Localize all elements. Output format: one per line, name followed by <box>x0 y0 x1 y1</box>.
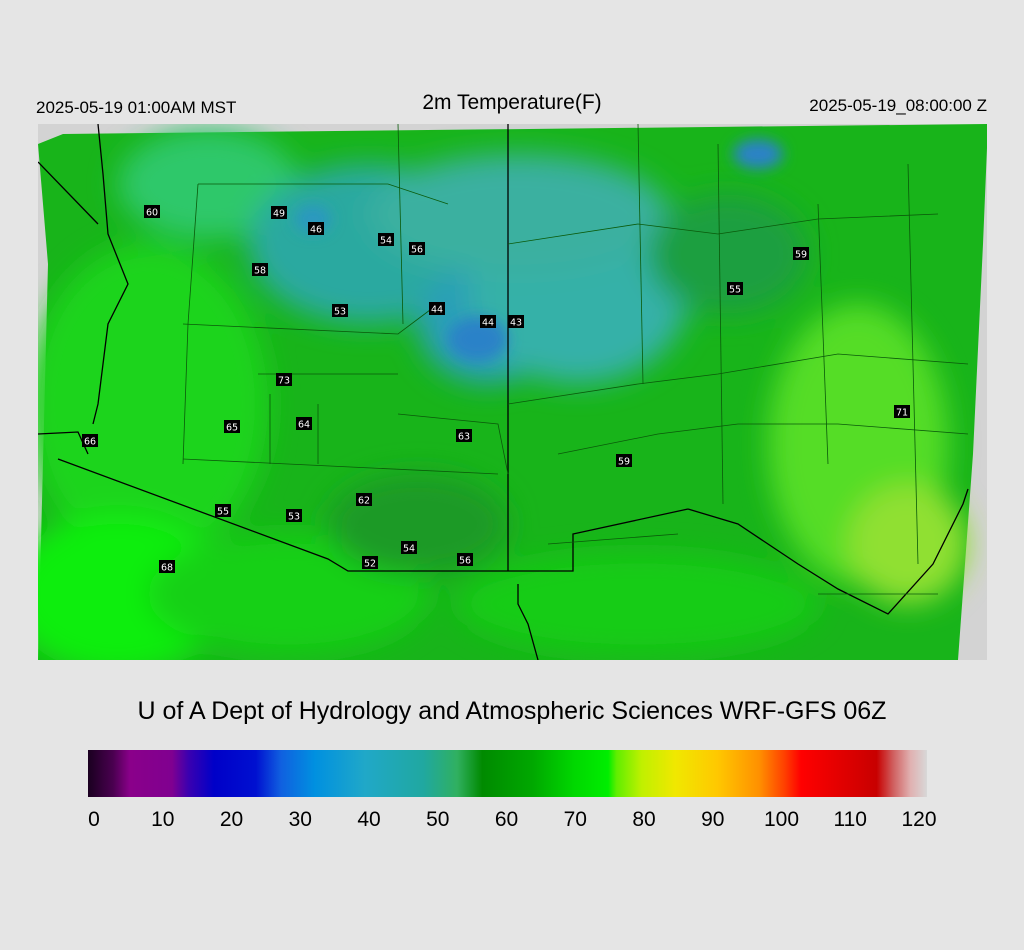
station-temperature: 65 <box>224 420 240 434</box>
station-temperature-value: 54 <box>403 544 415 555</box>
station-temperature-value: 44 <box>431 305 443 316</box>
colorbar-tick-label: 70 <box>563 808 587 831</box>
station-temperature: 59 <box>616 454 632 468</box>
temperature-map-canvas: 60 49 46 54 56 58 53 44 44 43 59 55 73 65 64 63 71 59 66 62… <box>8 123 988 674</box>
station-temperature: 55 <box>727 282 743 296</box>
station-temperature: 43 <box>508 315 524 329</box>
station-temperature-value: 68 <box>161 563 173 574</box>
station-temperature-value: 43 <box>510 318 522 329</box>
station-temperature-value: 54 <box>380 236 392 247</box>
station-temperature-value: 49 <box>273 209 285 220</box>
station-labels: 60 49 46 54 56 58 53 44 44 43 59 55 73 65 64 63 71 59 66 62… <box>82 205 910 574</box>
station-temperature: 53 <box>332 304 348 318</box>
station-temperature: 60 <box>144 205 160 219</box>
station-temperature: 73 <box>276 373 292 387</box>
station-temperature: 59 <box>793 247 809 261</box>
station-temperature: 62 <box>356 493 372 507</box>
colorbar-tick-label: 60 <box>494 808 519 831</box>
station-temperature-value: 56 <box>459 556 471 567</box>
station-temperature-value: 60 <box>146 208 158 219</box>
station-temperature-value: 53 <box>334 307 346 318</box>
station-temperature-value: 65 <box>226 423 238 434</box>
station-temperature-value: 55 <box>217 507 229 518</box>
colorbar-tick-label: 0 <box>88 808 100 831</box>
temperature-map: 60 49 46 54 56 58 53 44 44 43 59 55 73 65 64 63 71 59 66 62… <box>8 123 988 674</box>
colorbar-tick-label: 120 <box>901 808 937 831</box>
station-temperature: 55 <box>215 504 231 518</box>
colorbar-tick-label: 30 <box>288 808 312 831</box>
utc-time-label: 2025-05-19_08:00:00 Z <box>809 96 987 115</box>
station-temperature: 53 <box>286 509 302 523</box>
station-temperature: 68 <box>159 560 175 574</box>
colorbar-tick-label: 20 <box>219 808 244 831</box>
colorbar-tick-label: 100 <box>763 808 800 831</box>
station-temperature-value: 63 <box>458 432 470 443</box>
colorbar-tick-label: 80 <box>632 808 656 831</box>
station-temperature-value: 53 <box>288 512 300 523</box>
station-temperature: 63 <box>456 429 472 443</box>
station-temperature: 64 <box>296 417 312 431</box>
station-temperature: 44 <box>429 302 445 316</box>
station-temperature: 54 <box>401 541 417 555</box>
station-temperature-value: 46 <box>310 225 322 236</box>
station-temperature-value: 55 <box>729 285 741 296</box>
colorbar-tick-label: 50 <box>426 808 450 831</box>
station-temperature-value: 73 <box>278 376 290 387</box>
station-temperature: 71 <box>894 405 910 419</box>
station-temperature: 49 <box>271 206 287 220</box>
station-temperature-value: 62 <box>358 496 370 507</box>
station-temperature-value: 66 <box>84 437 96 448</box>
credit-line: U of A Dept of Hydrology and Atmospheric… <box>137 697 887 725</box>
station-temperature: 56 <box>409 242 425 256</box>
station-temperature: 46 <box>308 222 324 236</box>
county-boundaries <box>182 123 969 595</box>
station-temperature-value: 44 <box>482 318 494 329</box>
station-temperature: 58 <box>252 263 268 277</box>
station-temperature-value: 71 <box>896 408 908 419</box>
station-temperature: 44 <box>480 315 496 329</box>
station-temperature-value: 64 <box>298 420 310 431</box>
station-temperature: 54 <box>378 233 394 247</box>
local-time-label: 2025-05-19 01:00AM MST <box>36 98 237 117</box>
station-temperature: 66 <box>82 434 98 448</box>
colorbar-tick-label: 90 <box>701 808 725 831</box>
map-title: 2m Temperature(F) <box>422 91 602 114</box>
colorbar-tick-label: 10 <box>151 808 175 831</box>
station-temperature-value: 56 <box>411 245 423 256</box>
colorbar-gradient <box>88 750 927 797</box>
station-temperature: 52 <box>362 556 378 570</box>
station-temperature-value: 59 <box>795 250 807 261</box>
colorbar-tick-label: 110 <box>833 808 867 831</box>
station-temperature-value: 59 <box>618 457 630 468</box>
temperature-colorbar <box>88 750 927 797</box>
colorbar-tick-label: 40 <box>357 808 381 831</box>
station-temperature-value: 52 <box>364 559 376 570</box>
station-temperature: 56 <box>457 553 473 567</box>
station-temperature-value: 58 <box>254 266 266 277</box>
